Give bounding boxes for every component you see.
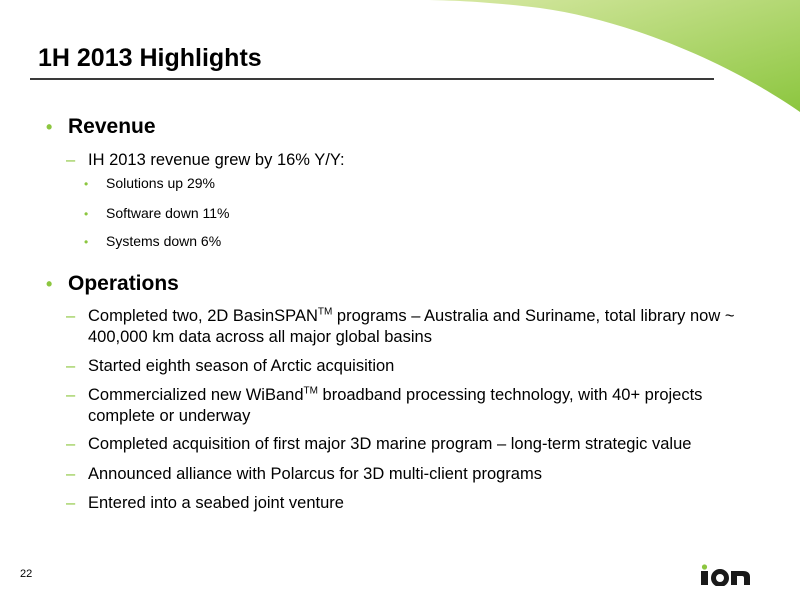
bullet-icon: • [46,274,53,294]
bullet-icon: • [84,207,89,221]
dash-icon: – [66,435,76,453]
dash-icon: – [66,465,76,483]
revenue-heading: • Revenue [46,115,156,138]
dash-icon: – [66,151,76,169]
bullet-icon: • [84,177,89,191]
bullet-icon: • [84,235,89,249]
title-divider [30,78,714,80]
operations-item-wiband: – Commercialized new WiBandTM broadband … [66,385,703,425]
bullet-icon: • [46,117,53,137]
operations-item-3d-marine: – Completed acquisition of first major 3… [66,435,692,453]
revenue-line: – IH 2013 revenue grew by 16% Y/Y: [66,151,345,169]
operations-item-arctic: – Started eighth season of Arctic acquis… [66,357,395,375]
revenue-sub-item-systems: • Systems down 6% [84,233,222,249]
revenue-sub-item-solutions: • Solutions up 29% [84,175,215,191]
operations-heading: • Operations [46,272,179,295]
dash-icon: – [66,386,76,404]
operations-item-seabed: – Entered into a seabed joint venture [66,494,344,512]
ion-logo-icon [701,564,750,586]
page-number: 22 [20,568,33,580]
operations-item-polarcus: – Announced alliance with Polarcus for 3… [66,465,542,483]
dash-icon: – [66,307,76,325]
operations-item-basinspan: – Completed two, 2D BasinSPANTM programs… [66,306,735,346]
dash-icon: – [66,494,76,512]
dash-icon: – [66,357,76,375]
slide-title: 1H 2013 Highlights [38,44,262,72]
revenue-sub-item-software: • Software down 11% [84,205,230,221]
